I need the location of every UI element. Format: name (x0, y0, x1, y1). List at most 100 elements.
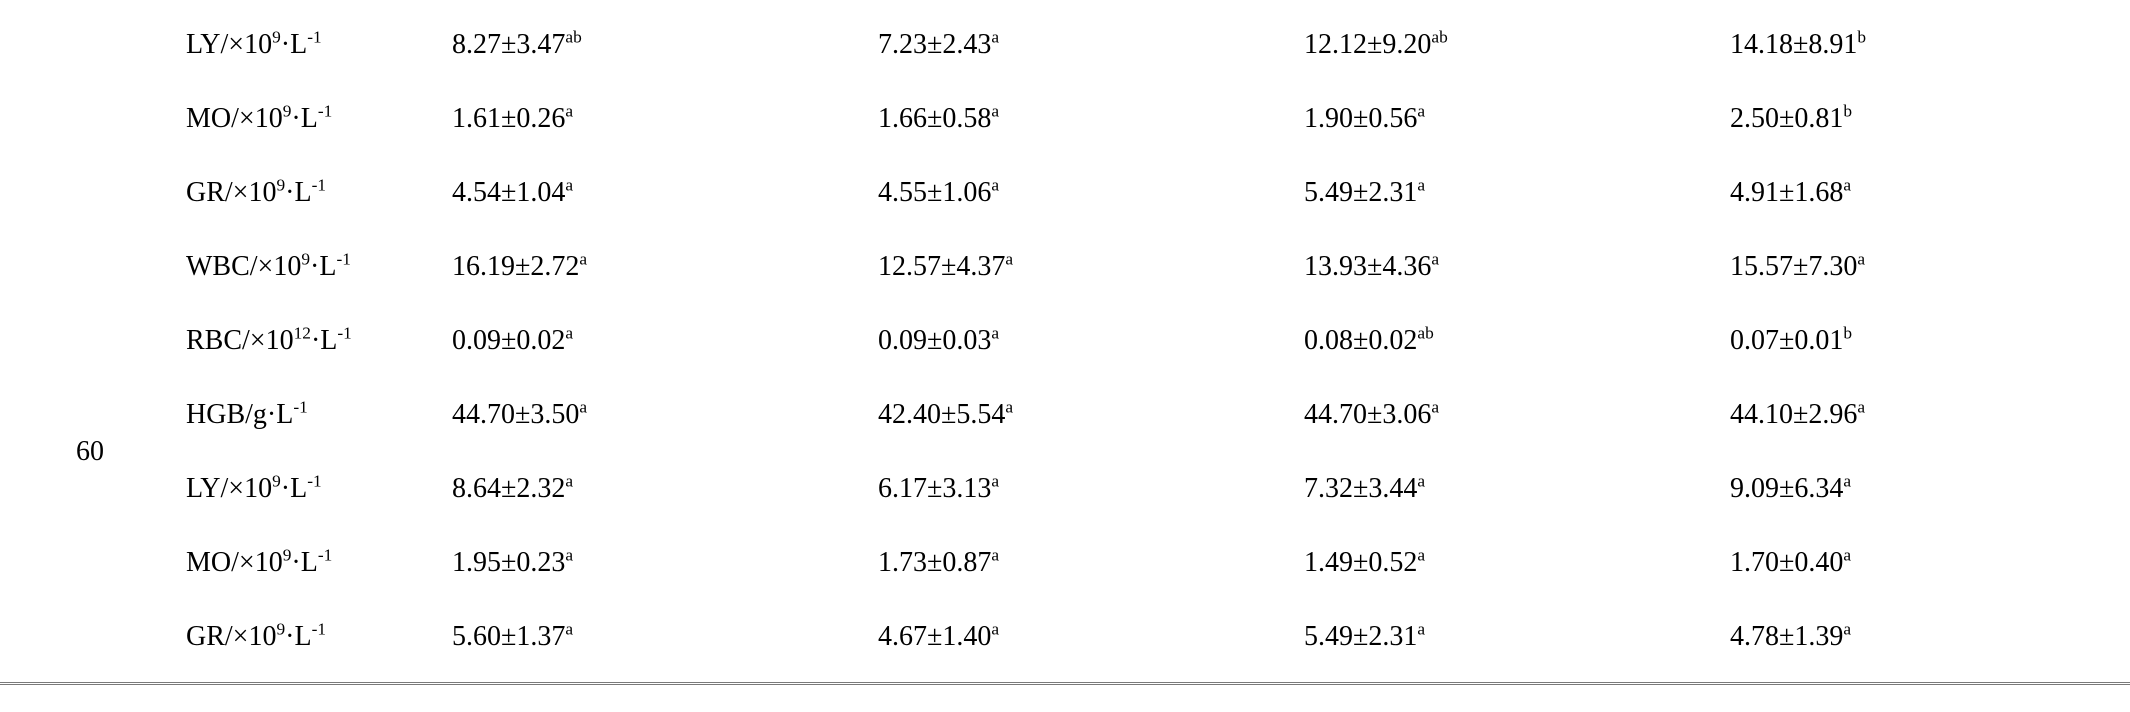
param-sup: 9 (272, 472, 281, 491)
cell-value: 7.32±3.44 (1304, 473, 1417, 504)
cell-sup: a (579, 250, 587, 269)
rule-cell (872, 674, 1298, 684)
cell-value: 1.70±0.40 (1730, 547, 1843, 578)
cell-sup: a (1417, 176, 1425, 195)
cell-value: 5.60±1.37 (452, 621, 565, 652)
cell-value: 0.08±0.02 (1304, 325, 1417, 356)
param-base: LY/×10 (186, 29, 272, 60)
cell-sup: a (1843, 472, 1851, 491)
param-base: LY/×10 (186, 473, 272, 504)
cell-sup: ab (1431, 28, 1447, 47)
param-tail-sup: -1 (318, 546, 332, 565)
table-row: 60WBC/×109·L-116.19±2.72a12.57±4.37a13.9… (0, 230, 2130, 304)
table-row: RBC/×1012·L-10.09±0.02a0.09±0.03a0.08±0.… (0, 304, 2130, 378)
cell-sup: a (1843, 620, 1851, 639)
cell-sup: a (1005, 398, 1013, 417)
value-cell: 1.95±0.23a (446, 526, 872, 600)
value-cell: 14.18±8.91b (1724, 8, 2130, 82)
value-cell: 4.78±1.39a (1724, 600, 2130, 674)
value-cell: 7.32±3.44a (1298, 452, 1724, 526)
value-cell: 4.91±1.68a (1724, 156, 2130, 230)
value-cell: 1.66±0.58a (872, 82, 1298, 156)
value-cell: 9.09±6.34a (1724, 452, 2130, 526)
rule-cell (446, 674, 872, 684)
value-cell: 0.08±0.02ab (1298, 304, 1724, 378)
rule-cell (0, 674, 180, 684)
cell-sup: a (991, 472, 999, 491)
param-tail-sup: -1 (307, 28, 321, 47)
cell-value: 8.64±2.32 (452, 473, 565, 504)
value-cell: 44.10±2.96a (1724, 378, 2130, 452)
cell-sup: a (991, 620, 999, 639)
cell-sup: a (1857, 398, 1865, 417)
param-cell: MO/×109·L-1 (180, 526, 446, 600)
cell-sup: a (565, 620, 573, 639)
param-sup: -1 (293, 398, 307, 417)
cell-value: 12.12±9.20 (1304, 29, 1431, 60)
value-cell: 44.70±3.06a (1298, 378, 1724, 452)
value-cell: 0.07±0.01b (1724, 304, 2130, 378)
group-label: 60 (76, 436, 104, 467)
param-tail-sup: -1 (336, 250, 350, 269)
cell-value: 2.50±0.81 (1730, 103, 1843, 134)
param-sup: 9 (272, 28, 281, 47)
value-cell: 5.49±2.31a (1298, 156, 1724, 230)
param-sup: 9 (301, 250, 310, 269)
cell-value: 1.73±0.87 (878, 547, 991, 578)
cell-value: 5.49±2.31 (1304, 621, 1417, 652)
param-cell: RBC/×1012·L-1 (180, 304, 446, 378)
cell-value: 7.23±2.43 (878, 29, 991, 60)
param-base: WBC/×10 (186, 251, 301, 282)
cell-value: 0.09±0.02 (452, 325, 565, 356)
rule-cell (1724, 674, 2130, 684)
cell-sup: a (565, 102, 573, 121)
cell-value: 4.67±1.40 (878, 621, 991, 652)
param-sup: 9 (276, 176, 285, 195)
cell-sup: b (1857, 28, 1866, 47)
group-label-cell (0, 8, 180, 230)
param-tail: ·L (291, 547, 317, 578)
cell-sup: a (579, 398, 587, 417)
rule-cell (1298, 674, 1724, 684)
cell-sup: a (565, 472, 573, 491)
value-cell: 16.19±2.72a (446, 230, 872, 304)
table-row: GR/×109·L-15.60±1.37a4.67±1.40a5.49±2.31… (0, 600, 2130, 674)
table-row: HGB/g·L-144.70±3.50a42.40±5.54a44.70±3.0… (0, 378, 2130, 452)
cell-value: 13.93±4.36 (1304, 251, 1431, 282)
param-tail-sup: -1 (312, 620, 326, 639)
param-tail-sup: -1 (337, 324, 351, 343)
value-cell: 4.55±1.06a (872, 156, 1298, 230)
param-cell: MO/×109·L-1 (180, 82, 446, 156)
param-tail-sup: -1 (318, 102, 332, 121)
cell-value: 9.09±6.34 (1730, 473, 1843, 504)
param-tail: ·L (285, 621, 311, 652)
cell-value: 4.91±1.68 (1730, 177, 1843, 208)
cell-sup: ab (1417, 324, 1433, 343)
cell-value: 15.57±7.30 (1730, 251, 1857, 282)
cell-sup: a (1857, 250, 1865, 269)
param-sup: 12 (294, 324, 311, 343)
param-cell: GR/×109·L-1 (180, 156, 446, 230)
cell-value: 5.49±2.31 (1304, 177, 1417, 208)
param-cell: HGB/g·L-1 (180, 378, 446, 452)
cell-value: 1.90±0.56 (1304, 103, 1417, 134)
value-cell: 6.17±3.13a (872, 452, 1298, 526)
cell-value: 4.55±1.06 (878, 177, 991, 208)
cell-sup: a (991, 176, 999, 195)
cell-value: 44.70±3.06 (1304, 399, 1431, 430)
cell-sup: a (565, 176, 573, 195)
value-cell: 8.27±3.47ab (446, 8, 872, 82)
cell-sup: a (1417, 546, 1425, 565)
param-tail-sup: -1 (312, 176, 326, 195)
value-cell: 1.73±0.87a (872, 526, 1298, 600)
bottom-rule (0, 674, 2130, 684)
cell-value: 14.18±8.91 (1730, 29, 1857, 60)
param-base: MO/×10 (186, 547, 283, 578)
data-table: LY/×109·L-18.27±3.47ab7.23±2.43a12.12±9.… (0, 8, 2130, 685)
param-tail: ·L (291, 103, 317, 134)
value-cell: 0.09±0.03a (872, 304, 1298, 378)
cell-value: 1.49±0.52 (1304, 547, 1417, 578)
value-cell: 42.40±5.54a (872, 378, 1298, 452)
value-cell: 7.23±2.43a (872, 8, 1298, 82)
cell-value: 1.61±0.26 (452, 103, 565, 134)
